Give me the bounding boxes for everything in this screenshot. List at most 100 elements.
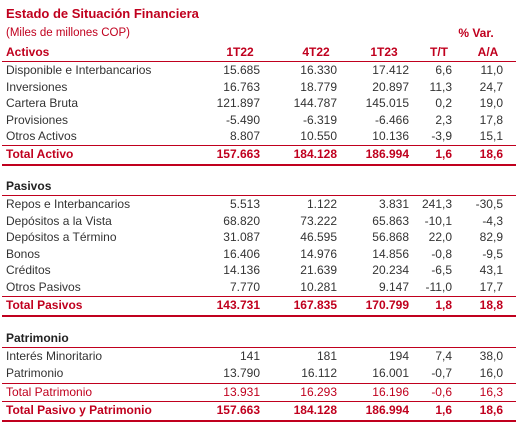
cell-4t22: -6.319: [302, 113, 337, 127]
row-label: Depósitos a la Vista: [6, 214, 112, 228]
report-subtitle: (Miles de millones COP): [6, 27, 130, 39]
cell-4t22: 73.222: [300, 214, 337, 228]
row-label: Cartera Bruta: [6, 96, 79, 110]
total-activo-row: Total Activo 157.663 184.128 186.994 1,6 18,6: [0, 146, 527, 163]
cell-aa: 18,6: [479, 403, 503, 417]
cell-1t22: 68.820: [223, 214, 260, 228]
table-row: Otros Pasivos 7.770 10.281 9.147 -11,0 17,7: [0, 279, 527, 296]
cell-4t22: 1.122: [306, 197, 337, 211]
total-patrimonio-divider: [2, 383, 516, 384]
cell-1t22: 141: [239, 349, 260, 363]
cell-1t22: 16.763: [223, 80, 260, 94]
cell-aa: 18,6: [479, 147, 503, 161]
cell-tt: -0,6: [431, 385, 452, 399]
cell-aa: -30,5: [475, 197, 503, 211]
row-label: Activos: [6, 45, 50, 59]
section-divider-activos: [2, 164, 516, 166]
cell-aa: 24,7: [479, 80, 503, 94]
cell-1t22: 13.931: [223, 385, 260, 399]
cell-4t22: 184.128: [293, 403, 337, 417]
cell-1t23: 194: [388, 349, 409, 363]
row-label: Inversiones: [6, 80, 68, 94]
cell-1t23: 17.412: [372, 63, 409, 77]
cell-tt: 2,3: [435, 113, 452, 127]
table-row: Depósitos a la Vista 68.820 73.222 65.863 -1…: [0, 213, 527, 230]
row-label: Provisiones: [6, 113, 69, 127]
row-label: Depósitos a Término: [6, 230, 117, 244]
cell-1t22: -5.490: [225, 113, 260, 127]
cell-4t22: 181: [316, 349, 337, 363]
cell-aa: 16,3: [479, 385, 503, 399]
cell-aa: -9,5: [482, 247, 503, 261]
cell-tt: 6,6: [435, 63, 452, 77]
cell-1t23: 10.136: [372, 129, 409, 143]
cell-1t22: 8.807: [229, 129, 260, 143]
cell-tt: -0,7: [431, 366, 452, 380]
table-row: Bonos 16.406 14.976 14.856 -0,8 -9,5: [0, 246, 527, 263]
patrimonio-heading-divider: [2, 347, 516, 348]
table-row: Disponible e Interbancarios 15.685 16.330 1…: [0, 62, 527, 79]
cell-aa: 16,0: [479, 366, 503, 380]
row-label: Total Patrimonio: [6, 385, 93, 399]
total-patrimonio-row: Total Patrimonio 13.931 16.293 16.196 -0,6 16…: [0, 384, 527, 401]
header-divider: [2, 61, 516, 62]
row-label: Repos e Interbancarios: [6, 197, 131, 211]
row-label: Total Activo: [6, 147, 74, 161]
cell-4t22: 21.639: [300, 263, 337, 277]
cell-1t23: 16.001: [372, 366, 409, 380]
row-label: Otros Pasivos: [6, 280, 81, 294]
cell-aa: -4,3: [482, 214, 503, 228]
row-label: Disponible e Interbancarios: [6, 63, 152, 77]
cell-1t23: 14.856: [372, 247, 409, 261]
pasivos-heading-divider: [2, 195, 516, 196]
cell-4t22: 16.112: [301, 366, 337, 380]
cell-4t22: 10.281: [300, 280, 337, 294]
cell-4t22: 16.293: [300, 385, 337, 399]
cell-tt: 0,2: [435, 96, 452, 110]
cell-1t23: 145.015: [365, 96, 409, 110]
cell-aa: 82,9: [479, 230, 503, 244]
row-label: Total Pasivo y Patrimonio: [6, 403, 152, 417]
cell-tt: 7,4: [435, 349, 452, 363]
cell-4t22: 16.330: [300, 63, 337, 77]
table-row: Provisiones -5.490 -6.319 -6.466 2,3 17,8: [0, 112, 527, 129]
cell-1t23: 56.868: [372, 230, 409, 244]
cell-aa: 19,0: [479, 96, 503, 110]
cell-4t22: 18.779: [300, 80, 337, 94]
cell-1t22: 5.513: [229, 197, 260, 211]
cell-1t22: 31.087: [223, 230, 260, 244]
cell-4t22: 184.128: [293, 147, 337, 161]
cell-1t22: 16.406: [223, 247, 260, 261]
cell-aa: 17,7: [479, 280, 503, 294]
table-row: Otros Activos 8.807 10.550 10.136 -3,9 15,1: [0, 128, 527, 145]
cell-tt: T/T: [430, 45, 448, 59]
table-row: Repos e Interbancarios 5.513 1.122 3.831 241…: [0, 196, 527, 213]
cell-1t23: 20.897: [372, 80, 409, 94]
cell-aa: 38,0: [479, 349, 503, 363]
cell-1t23: 170.799: [365, 298, 409, 312]
cell-tt: -0,8: [431, 247, 452, 261]
row-label: Total Pasivos: [6, 298, 83, 312]
total-pasivo-patrimonio-row: Total Pasivo y Patrimonio 157.663 184.128 1…: [0, 402, 527, 419]
table-row: Inversiones 16.763 18.779 20.897 11,3 24,7: [0, 79, 527, 96]
column-header-row: Activos 1T22 4T22 1T23 T/T A/A: [0, 44, 527, 61]
report-title: Estado de Situación Financiera: [6, 6, 199, 21]
cell-tt: -10,1: [424, 214, 452, 228]
cell-1t23: 186.994: [365, 147, 409, 161]
cell-tt: 1,6: [435, 403, 452, 417]
cell-4t22: 14.976: [300, 247, 337, 261]
cell-1t22: 157.663: [216, 147, 260, 161]
cell-aa: A/A: [477, 45, 499, 59]
total-pasivos-row: Total Pasivos 143.731 167.835 170.799 1,8 18,…: [0, 297, 527, 314]
cell-1t22: 1T22: [226, 45, 254, 59]
cell-tt: -3,9: [431, 129, 452, 143]
patrimonio-heading: Patrimonio: [6, 331, 69, 345]
cell-1t23: 1T23: [370, 45, 398, 59]
cell-tt: 11,3: [429, 80, 452, 94]
pasivos-heading: Pasivos: [6, 179, 52, 193]
cell-1t22: 15.685: [223, 63, 260, 77]
variation-header: % Var.: [458, 26, 494, 40]
cell-tt: 241,3: [421, 197, 452, 211]
cell-aa: 18,8: [479, 298, 503, 312]
cell-aa: 17,8: [479, 113, 503, 127]
